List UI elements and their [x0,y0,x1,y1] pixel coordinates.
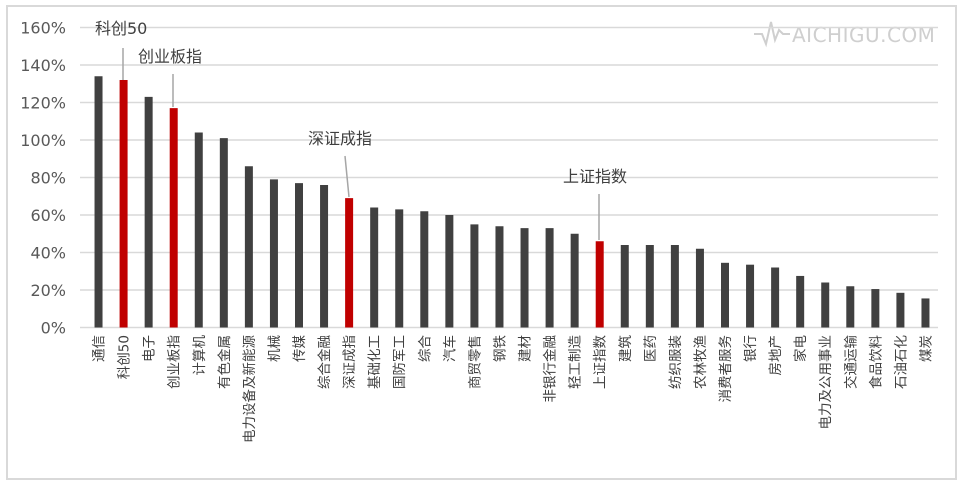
x-tick-label: 食品饮料 [867,335,884,389]
bar-房地产 [771,267,780,328]
bar-煤炭 [921,298,930,328]
watermark-text: AICHIGU.COM [792,23,935,47]
bar-机械 [269,179,278,328]
x-tick-label: 非银行金融 [543,335,559,403]
bar-电力设备及新能源 [244,166,253,328]
x-tick-label: 传媒 [292,335,308,362]
x-tick-label: 电力及公用事业 [818,335,834,430]
bar-有色金属 [219,138,228,328]
x-tick-label: 煤炭 [918,335,934,362]
bar-电子 [144,96,153,328]
y-tick-label: 160% [20,19,66,38]
x-tick-label: 建材 [518,335,534,362]
x-tick-label: 通信 [92,335,108,362]
x-tick-label: 轻工制造 [568,335,584,389]
bar-国防军工 [395,209,404,328]
annotation-label: 深证成指 [308,129,372,148]
x-tick-label: 交通运输 [842,335,859,389]
annotation-label: 科创50 [95,19,147,38]
x-tick-label: 基础化工 [366,335,383,389]
bar-上证指数 [595,241,604,328]
bar-家电 [796,275,805,328]
bar-计算机 [194,132,203,328]
bar-汽车 [445,215,454,328]
bar-食品饮料 [871,289,880,328]
leader-line [344,155,350,198]
bar-银行 [746,264,755,328]
gridlines [80,26,938,329]
x-tick-label: 科创50 [117,335,133,379]
y-tick-label: 20% [30,281,66,300]
bars [94,76,930,328]
bar-综合 [420,211,429,328]
x-tick-label: 综合 [417,335,433,362]
watermark: AICHIGU.COM [754,21,935,48]
bar-医药 [645,245,654,328]
x-tick-label: 计算机 [192,335,208,376]
x-tick-label: 医药 [643,335,659,362]
x-tick-label: 汽车 [441,335,458,362]
bar-创业板指 [169,108,178,328]
bar-纺织服装 [670,245,679,328]
x-tick-label: 石油石化 [893,335,909,389]
bar-建筑 [620,245,629,328]
x-tick-label: 纺织服装 [668,335,684,389]
y-tick-label: 40% [30,244,66,263]
heartbeat-pulse-icon [754,21,790,48]
bar-建材 [520,228,529,328]
bar-商贸零售 [470,224,479,328]
annotation-label: 创业板指 [138,47,202,66]
bar-交通运输 [846,286,855,328]
bar-非银行金融 [545,228,554,328]
x-tick-label: 银行 [743,335,759,362]
bar-钢铁 [495,226,504,328]
x-tick-label: 房地产 [768,335,784,376]
x-tick-label: 上证指数 [593,335,609,389]
bar-科创50 [119,80,128,328]
annotation-label: 上证指数 [563,167,627,186]
y-tick-label: 140% [20,56,66,75]
chart-frame [6,5,957,480]
x-tick-label: 建筑 [618,335,634,362]
x-tick-label: 农林牧渔 [693,335,709,389]
y-tick-label: 120% [20,94,66,113]
x-tick-label: 电子 [142,335,158,362]
x-tick-label: 家电 [792,335,809,362]
bar-石油石化 [896,292,905,328]
x-tick-label: 机械 [267,335,283,362]
y-tick-label: 0% [41,319,66,338]
x-tick-label: 有色金属 [216,335,233,389]
x-tick-label: 消费者服务 [718,335,734,403]
y-tick-label: 100% [20,131,66,150]
y-tick-label: 60% [30,206,66,225]
bar-消费者服务 [721,262,729,328]
x-tick-label: 商贸零售 [467,335,483,389]
x-axis: 通信 科创50 电子 创业板指 计算机 有色金属 电力设备及新能源 机械 传媒 综合金融 深证成指基… [92,335,935,443]
x-tick-label: 国防军工 [392,335,408,389]
bar-基础化工 [370,207,379,328]
x-tick-label: 深证成指 [342,335,358,389]
bar-深证成指 [345,198,354,328]
x-tick-label: 综合金融 [317,335,333,389]
y-axis: 0% 20% 40% 60% 80% 100% 120% 140% 160% [20,19,66,338]
y-tick-label: 80% [30,169,66,188]
bar-轻工制造 [570,233,579,328]
bar-综合金融 [320,185,329,328]
x-tick-label: 钢铁 [492,335,508,362]
bar-电力及公用事业 [821,282,830,328]
x-tick-label: 电力设备及新能源 [241,335,258,443]
bar-通信 [94,76,103,328]
bar-传媒 [295,183,303,328]
bar-农林牧渔 [695,248,704,328]
x-tick-label: 创业板指 [167,335,183,389]
